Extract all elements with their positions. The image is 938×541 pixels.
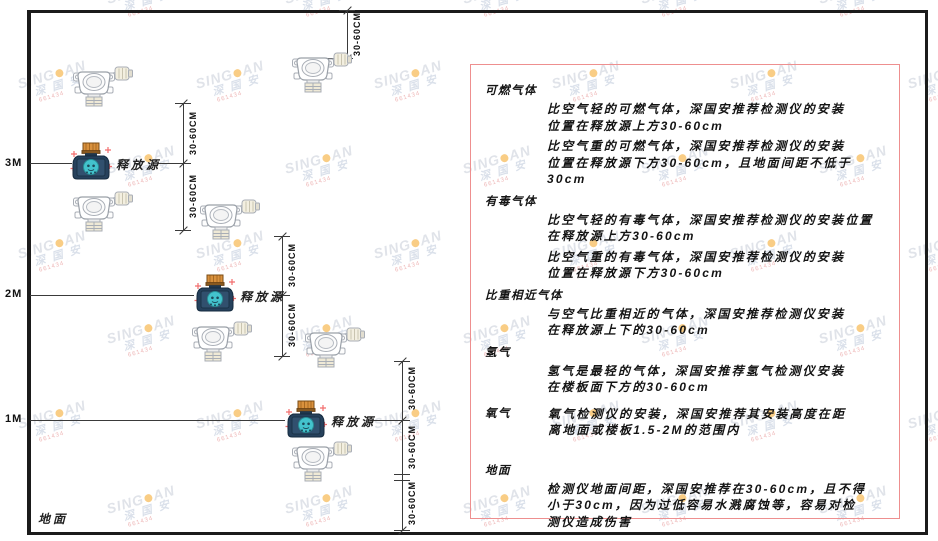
ground-label: 地面 — [38, 512, 69, 526]
section-paragraph: 比空气轻的可燃气体，深国安推荐检测仪的安装 位置在释放源上方30-60cm — [547, 101, 889, 134]
paragraph-line: 氢气是最轻的气体，深国安推荐氢气检测仪安装 — [547, 363, 846, 378]
paragraph-line: 在释放源上下的30-60cm — [547, 323, 710, 337]
dimension-tick — [394, 480, 410, 481]
panel-section-similar-density: 比重相近气体与空气比重相近的气体，深国安推荐检测仪安装 在释放源上下的30-60c… — [485, 288, 889, 339]
section-title: 氢气 — [485, 346, 511, 359]
dimension-label: 30-60CM — [287, 302, 297, 348]
section-paragraph: 氢气是最轻的气体，深国安推荐氢气检测仪安装 在楼板面下方的30-60cm — [547, 363, 889, 396]
gas-detector-icon — [192, 320, 254, 362]
section-paragraph: 比空气重的有毒气体，深国安推荐检测仪的安装 位置在释放源下方30-60cm — [547, 249, 889, 282]
dimension-tick — [394, 474, 410, 475]
section-paragraph: 检测仪地面间距，深国安推荐在30-60cm，且不得 小于30cm，因为过低容易水溅… — [547, 481, 889, 531]
panel-section-toxic: 有毒气体 比空气轻的有毒气体，深国安推荐检测仪的安装位置 在释放源上方30-60cm… — [485, 194, 889, 282]
section-title: 有毒气体 — [485, 195, 537, 208]
paragraph-line: 位置在释放源上方30-60cm — [547, 118, 725, 133]
drawing-border — [27, 10, 928, 535]
leader-line — [30, 295, 194, 296]
release-source-label: 释放源 — [116, 158, 162, 172]
section-title: 可燃气体 — [485, 85, 537, 97]
height-mark-label: 1M — [5, 413, 23, 425]
dimension-label: 30-60CM — [407, 365, 417, 411]
dimension-label: 30-60CM — [287, 242, 297, 288]
paragraph-line: 比空气重的可燃气体，深国安推荐检测仪的安装 — [547, 139, 846, 153]
paragraph-line: 30cm — [547, 172, 587, 186]
panel-section-oxygen: 氧气 氧气检测仪的安装，深国安推荐其安装高度在距 离地面或楼板1.5-2M的范围内 — [485, 400, 889, 443]
paragraph-line: 比空气轻的可燃气体，深国安推荐检测仪的安装 — [547, 102, 846, 116]
dimension-label: 30-60CM — [407, 424, 417, 470]
dimension-label: 30-60CM — [352, 11, 362, 57]
paragraph-line: 比空气轻的有毒气体，深国安推荐检测仪的安装位置 — [547, 212, 874, 227]
paragraph-line: 氧气检测仪的安装，深国安推荐其安装高度在距 — [548, 406, 847, 421]
dimension-line — [183, 103, 184, 230]
gas-detector-icon — [292, 51, 354, 93]
panel-section-ground: 地面检测仪地面间距，深国安推荐在30-60cm，且不得 小于30cm，因为过低容易… — [485, 463, 889, 531]
release-source-icon — [285, 400, 327, 438]
paragraph-line: 在楼板面下方的30-60cm — [547, 380, 710, 394]
paragraph-line: 位置在释放源下方30-60cm — [547, 266, 725, 280]
gas-detector-icon — [305, 326, 367, 368]
dimension-label: 30-60CM — [188, 110, 198, 156]
paragraph-line: 小于30cm，因为过低容易水溅腐蚀等，容易对检 — [547, 498, 857, 512]
section-paragraph: 比空气重的可燃气体，深国安推荐检测仪的安装 位置在释放源下方30-60cm，且地面… — [547, 138, 889, 188]
release-source-icon — [70, 142, 112, 180]
gas-detector-icon — [73, 190, 135, 232]
dimension-label: 30-60CM — [188, 173, 198, 219]
section-title: 比重相近气体 — [485, 289, 563, 302]
dimension-line — [347, 10, 348, 58]
paragraph-line: 位置在释放源下方30-60cm，且地面间距不低于 — [547, 155, 852, 170]
leader-line — [30, 163, 72, 164]
height-mark-label: 2M — [5, 288, 23, 300]
section-body: 氧气检测仪的安装，深国安推荐其安装高度在距 离地面或楼板1.5-2M的范围内 — [511, 400, 846, 443]
section-paragraph: 氧气检测仪的安装，深国安推荐其安装高度在距 离地面或楼板1.5-2M的范围内 — [548, 406, 846, 439]
panel-section-hydrogen: 氢气氢气是最轻的气体，深国安推荐氢气检测仪安装 在楼板面下方的30-60cm — [485, 345, 889, 396]
release-source-label: 释放源 — [331, 415, 377, 429]
paragraph-line: 在释放源上方30-60cm — [547, 229, 696, 243]
paragraph-line: 与空气比重相近的气体，深国安推荐检测仪安装 — [547, 306, 846, 321]
dimension-line — [402, 361, 403, 531]
gas-detector-icon — [200, 198, 262, 240]
gas-detector-icon — [292, 440, 354, 482]
gas-detector-icon — [73, 65, 135, 107]
leader-line — [158, 163, 183, 164]
release-source-label: 释放源 — [240, 290, 286, 304]
leader-line — [370, 420, 402, 421]
paragraph-line: 检测仪地面间距，深国安推荐在30-60cm，且不得 — [547, 481, 867, 496]
panel-section-flammable: 可燃气体 比空气轻的可燃气体，深国安推荐检测仪的安装 位置在释放源上方30-60cm… — [485, 83, 889, 188]
section-paragraph: 比空气轻的有毒气体，深国安推荐检测仪的安装位置 在释放源上方30-60cm — [547, 212, 889, 245]
release-source-icon — [194, 274, 236, 312]
dimension-label: 30-60CM — [407, 480, 417, 526]
guideline-panel: 可燃气体 比空气轻的可燃气体，深国安推荐检测仪的安装 位置在释放源上方30-60cm… — [470, 64, 900, 529]
height-mark-label: 3M — [5, 157, 23, 169]
paragraph-line: 测仪造成伤害 — [547, 514, 633, 529]
section-title: 氧气 — [485, 407, 511, 420]
leader-line — [30, 420, 285, 421]
paragraph-line: 比空气重的有毒气体，深国安推荐检测仪的安装 — [547, 249, 846, 264]
section-title: 地面 — [485, 464, 511, 477]
section-paragraph: 与空气比重相近的气体，深国安推荐检测仪安装 在释放源上下的30-60cm — [547, 306, 889, 339]
paragraph-line: 离地面或楼板1.5-2M的范围内 — [548, 423, 741, 437]
